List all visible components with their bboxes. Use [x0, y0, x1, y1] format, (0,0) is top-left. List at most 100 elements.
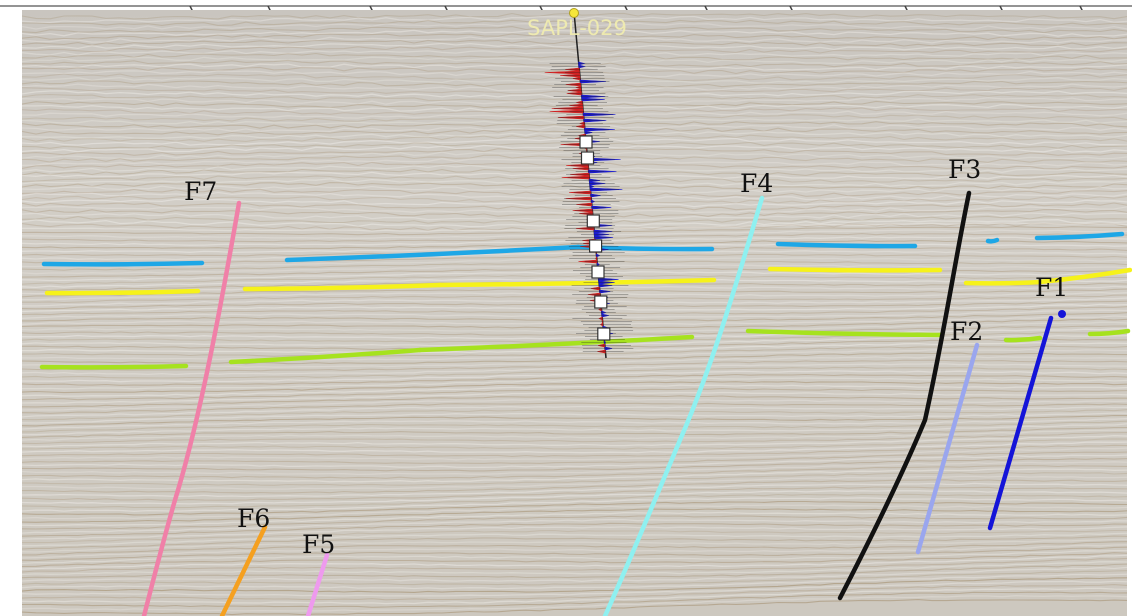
reflector-line: [22, 348, 1127, 361]
reflector-line: [22, 417, 1127, 430]
well-top-marker[interactable]: [594, 295, 608, 309]
reflector-line: [22, 236, 1127, 246]
reflector-line: [22, 486, 1127, 501]
reflector-line: [22, 447, 1127, 461]
reflector-line: [22, 148, 1127, 156]
horizon-yellow-segment[interactable]: [767, 266, 943, 273]
fault-labels: F7 F4 F3 F1 F2 F6 F5: [184, 155, 1068, 559]
reflector-line: [22, 490, 1127, 505]
reflector-line: [22, 46, 1127, 54]
reflector-line: [22, 341, 1127, 354]
well-top-marker[interactable]: [579, 135, 593, 149]
reflector-line: [22, 482, 1127, 498]
reflector-line: [22, 168, 1127, 177]
reflector-line: [22, 522, 1127, 537]
reflector-line: [22, 591, 1127, 608]
horizon-green-segment[interactable]: [1003, 335, 1043, 343]
reflector-line: [22, 381, 1127, 394]
reflector-line: [22, 561, 1127, 576]
reflector-line: [22, 93, 1127, 102]
reflector-line: [22, 264, 1127, 275]
reflector-line: [22, 338, 1127, 350]
horizon-green-segment[interactable]: [39, 363, 189, 370]
reflector-line: [22, 274, 1127, 285]
reflector-line: [22, 541, 1127, 556]
reflector-line: [22, 518, 1127, 534]
top-axis: [0, 5, 1132, 13]
horizon-yellow-segment[interactable]: [1037, 267, 1132, 285]
reflector-line: [22, 544, 1127, 559]
reflector-line: [22, 409, 1127, 421]
horizon-green-segment[interactable]: [745, 328, 945, 338]
fault-label-f5: F5: [302, 530, 335, 559]
reflector-line: [22, 426, 1127, 438]
reflector-line: [22, 577, 1127, 593]
fault-f3-line[interactable]: [837, 190, 972, 601]
reflector-line: [22, 595, 1127, 612]
reflector-line: [22, 219, 1127, 228]
horizon-blue-segment[interactable]: [284, 244, 581, 263]
horizon-green-segment[interactable]: [228, 347, 423, 365]
reflector-line: [22, 438, 1127, 450]
horizon-blue-segment[interactable]: [1034, 231, 1125, 241]
reflector-line: [22, 291, 1127, 301]
reflector-line: [22, 352, 1127, 365]
reflector-line: [22, 240, 1127, 250]
reflector-line: [22, 285, 1127, 295]
well-top-marker[interactable]: [586, 214, 600, 228]
fault-label-f3: F3: [948, 155, 981, 184]
reflector-line: [22, 185, 1127, 194]
horizon-blue-segment[interactable]: [985, 237, 1000, 244]
fault-f1-line[interactable]: [987, 315, 1054, 531]
horizon-yellow-segment[interactable]: [242, 282, 443, 292]
reflector-line: [22, 500, 1127, 516]
horizon-green-segment[interactable]: [1087, 328, 1131, 337]
reflector-line: [22, 294, 1127, 304]
reflector-line: [22, 398, 1127, 411]
horizon-green-segment[interactable]: [417, 334, 695, 353]
well-top-marker[interactable]: [591, 265, 605, 279]
horizon-yellow-segment[interactable]: [437, 277, 717, 288]
reflector-line: [22, 56, 1127, 65]
reflector-line: [22, 441, 1127, 454]
horizon-yellow-segment[interactable]: [963, 279, 1043, 286]
reflector-line: [22, 414, 1127, 427]
horizon-blue-segment[interactable]: [775, 241, 918, 249]
well-head-marker[interactable]: [569, 8, 579, 18]
reflector-line: [22, 76, 1127, 85]
fault-f2-line[interactable]: [915, 342, 980, 555]
well-top-marker[interactable]: [588, 239, 603, 253]
reflector-line: [22, 535, 1127, 550]
reflector-line: [22, 497, 1127, 512]
reflector-line: [22, 222, 1127, 231]
horizon-blue-segment[interactable]: [41, 260, 205, 267]
reflector-line: [22, 566, 1127, 582]
reflector-line: [22, 552, 1127, 568]
reflector-line: [22, 420, 1127, 433]
fault-f6-line[interactable]: [219, 524, 268, 616]
fault-f1-endpoint[interactable]: [1058, 310, 1066, 318]
fault-f5-line[interactable]: [305, 552, 330, 616]
fault-f7-line[interactable]: [141, 200, 242, 616]
reflector-line: [22, 599, 1127, 616]
reflector-line: [22, 580, 1127, 597]
well-top-marker[interactable]: [580, 151, 595, 165]
reflector-line: [22, 429, 1127, 441]
reflector-line: [22, 557, 1127, 573]
reflector-line: [22, 391, 1127, 404]
well-top-marker[interactable]: [597, 327, 611, 341]
horizon-yellow-segment[interactable]: [44, 288, 201, 296]
reflector-line: [22, 468, 1127, 483]
reflector-line: [22, 127, 1127, 136]
reflector-line: [22, 384, 1127, 397]
reflector-line: [22, 131, 1127, 139]
reflector-line: [22, 402, 1127, 414]
fault-f4-line[interactable]: [602, 195, 765, 616]
reflector-line: [22, 215, 1127, 224]
reflector-line: [22, 222, 1127, 232]
reflector-line: [22, 97, 1127, 105]
reflector-line: [22, 267, 1127, 278]
reflector-line: [22, 508, 1127, 523]
